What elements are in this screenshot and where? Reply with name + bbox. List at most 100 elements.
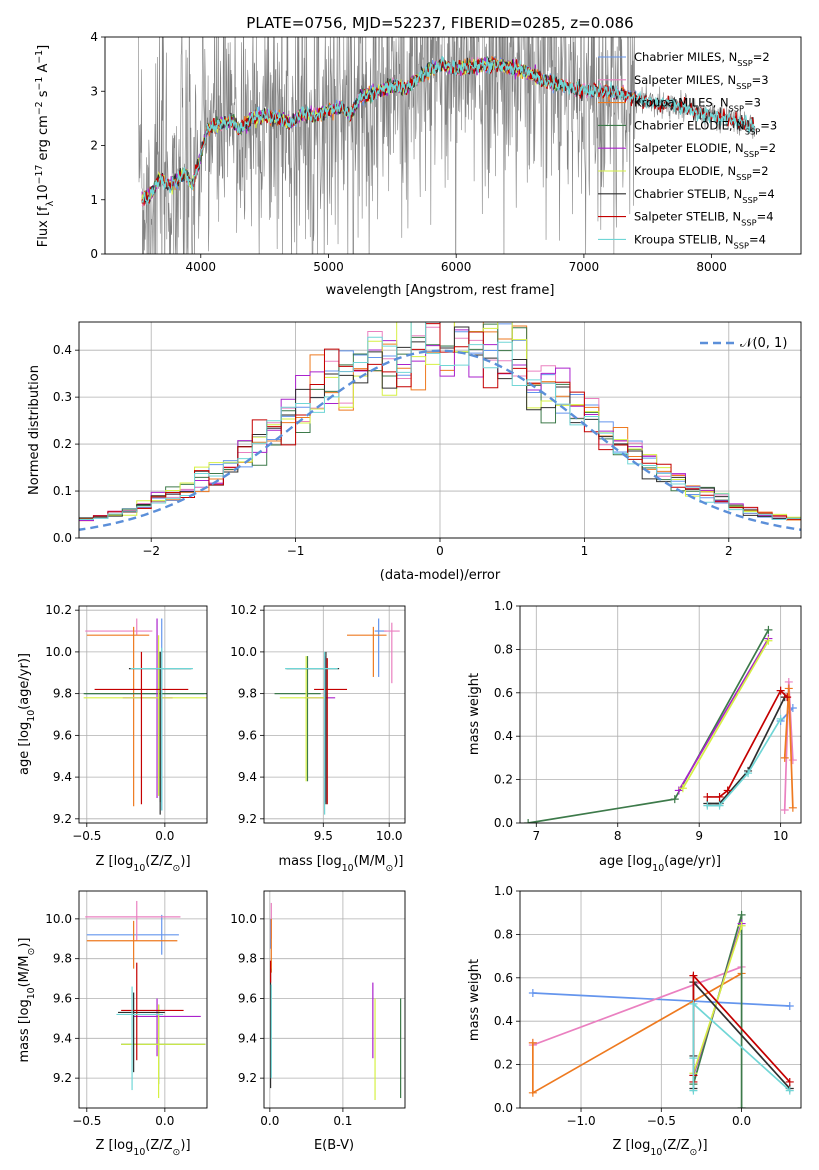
x-tick-label: 8 — [614, 829, 622, 843]
y-tick-label: 0.4 — [494, 1014, 513, 1028]
legend-entry: Salpeter MILES, NSSP=3 — [634, 73, 769, 91]
weight-line — [707, 689, 788, 798]
ebv-xlabel: E(B-V) — [314, 1138, 354, 1153]
histogram-series — [79, 322, 801, 522]
mwAge-xlabel: age [log10(age/yr)] — [599, 854, 721, 874]
residual-ylabel: Normed distribution — [27, 365, 42, 495]
x-tick-label: 0.0 — [732, 1114, 751, 1128]
y-tick-label: 0.4 — [53, 343, 72, 357]
model-line — [141, 57, 756, 206]
y-tick-label: 0.6 — [494, 971, 513, 985]
x-tick-label: 1 — [581, 544, 589, 558]
residual-xlabel: (data-model)/error — [380, 568, 501, 583]
residuals-plot-area — [79, 322, 801, 531]
y-tick-label: 9.6 — [238, 728, 257, 742]
model-line — [141, 55, 756, 205]
y-tick-label: 9.8 — [53, 687, 72, 701]
y-tick-label: 0.0 — [494, 1101, 513, 1115]
weight-marker — [784, 684, 793, 693]
x-tick-label: 0.0 — [155, 1114, 174, 1128]
mass_vs_EBV-axes: 0.0 0.1 9.2 9.4 9.6 9.8 10.0 — [230, 890, 406, 1128]
y-tick-label: 0.6 — [494, 686, 513, 700]
y-tick-label: 10.2 — [230, 603, 257, 617]
ageZ-xlabel: Z [log10(Z/Z⊙)] — [95, 854, 190, 874]
x-tick-label: 0.1 — [333, 1114, 352, 1128]
y-tick-label: 0.3 — [53, 390, 72, 404]
massweight_vs_Z-plot-area — [528, 910, 794, 1108]
histogram-series — [79, 323, 801, 520]
weight-marker — [780, 753, 789, 762]
weight-marker — [689, 1086, 698, 1095]
massweight_vs_age-axes: 7 8 9 10 0.0 0.2 0.4 0.6 0.8 1.0 — [494, 599, 802, 843]
y-tick-label: 0 — [90, 247, 98, 261]
y-tick-label: 9.2 — [238, 812, 257, 826]
x-tick-label: 9.5 — [314, 829, 333, 843]
y-tick-label: 10.0 — [230, 912, 257, 926]
y-tick-label: 0.2 — [53, 437, 72, 451]
y-tick-label: 9.8 — [238, 687, 257, 701]
legend-entry: Kroupa STELIB, NSSP=4 — [634, 232, 766, 250]
weight-marker — [524, 819, 533, 823]
residuals-axes: −2 −1 0 1 2 0.0 0.1 0.2 0.3 0.4 — [53, 321, 802, 558]
weight-marker — [689, 1054, 698, 1063]
axes-frame — [263, 605, 406, 824]
y-tick-label: 9.2 — [53, 812, 72, 826]
ageMass-xlabel: mass [log10(M/M⊙)] — [279, 854, 404, 874]
weight-marker — [670, 795, 679, 804]
legend-entry: Chabrier ELODIE, NSSP=3 — [634, 118, 777, 136]
weight-line — [707, 696, 786, 805]
axes-frame — [104, 36, 802, 255]
ageZ-ylabel: age [log10(age/yr)] — [17, 653, 37, 775]
legend-entry: Kroupa MILES, NSSP=3 — [634, 96, 761, 114]
weight-marker — [785, 1086, 794, 1095]
weight-line — [692, 925, 743, 1074]
mass_vs_EBV-plot-area — [269, 902, 402, 1101]
weight-marker — [715, 792, 724, 801]
y-tick-label: 9.2 — [238, 1071, 257, 1085]
weight-marker — [737, 1104, 746, 1108]
weight-marker — [737, 910, 746, 919]
weight-line — [707, 718, 782, 807]
age_vs_Z-axes: −0.5 0.0 9.2 9.4 9.6 9.8 10.0 10.2 — [45, 603, 208, 843]
x-tick-label: 8000 — [696, 260, 727, 274]
y-tick-label: 9.8 — [53, 952, 72, 966]
x-tick-label: 5000 — [313, 260, 344, 274]
axes-frame — [78, 890, 208, 1109]
weight-marker — [689, 971, 698, 980]
x-tick-label: 7 — [532, 829, 540, 843]
weight-line — [528, 629, 770, 823]
y-tick-label: 0.4 — [494, 729, 513, 743]
y-tick-label: 10.0 — [230, 645, 257, 659]
y-tick-label: 0.2 — [494, 773, 513, 787]
mwZ-ylabel: mass weight — [467, 959, 482, 1041]
weight-marker — [785, 1077, 794, 1086]
age_vs_Z-plot-area — [83, 618, 207, 815]
weight-marker — [678, 784, 687, 793]
axes-frame — [519, 890, 802, 1109]
spectrum-axes: 4000 5000 6000 7000 8000 0 1 2 3 4 — [90, 30, 802, 274]
legend-entry: 𝒩(0, 1) — [740, 336, 787, 351]
x-tick-label: 0 — [436, 544, 444, 558]
y-tick-label: 0.8 — [494, 642, 513, 656]
axes-frame — [263, 890, 406, 1109]
spectrum-xlabel: wavelength [Angstrom, rest frame] — [326, 283, 555, 298]
mwAge-ylabel: mass weight — [467, 673, 482, 755]
x-tick-label: −0.5 — [647, 1114, 676, 1128]
y-tick-label: 0.1 — [53, 484, 72, 498]
y-tick-label: 9.4 — [238, 1031, 257, 1045]
y-tick-label: 9.4 — [238, 770, 257, 784]
age_vs_mass-axes: 9.5 10.0 9.2 9.4 9.6 9.8 10.0 10.2 — [230, 603, 406, 843]
massweight_vs_Z-axes: −1.0 −0.5 0.0 0.0 0.2 0.4 0.6 0.8 1.0 — [494, 884, 802, 1128]
age_vs_mass-plot-area — [274, 618, 400, 815]
histogram-series — [79, 322, 801, 521]
x-tick-label: 10.0 — [376, 829, 403, 843]
weight-marker — [764, 625, 773, 634]
mass_vs_Z-plot-area — [85, 900, 206, 1099]
massZ-xlabel: Z [log10(Z/Z⊙)] — [95, 1138, 190, 1158]
spectrum-plot-area — [138, 37, 756, 254]
x-tick-label: 9 — [695, 829, 703, 843]
x-tick-label: 6000 — [441, 260, 472, 274]
x-tick-label: −0.5 — [72, 829, 101, 843]
legend-entry: Salpeter ELODIE, NSSP=2 — [634, 141, 776, 159]
y-tick-label: 0.0 — [494, 816, 513, 830]
